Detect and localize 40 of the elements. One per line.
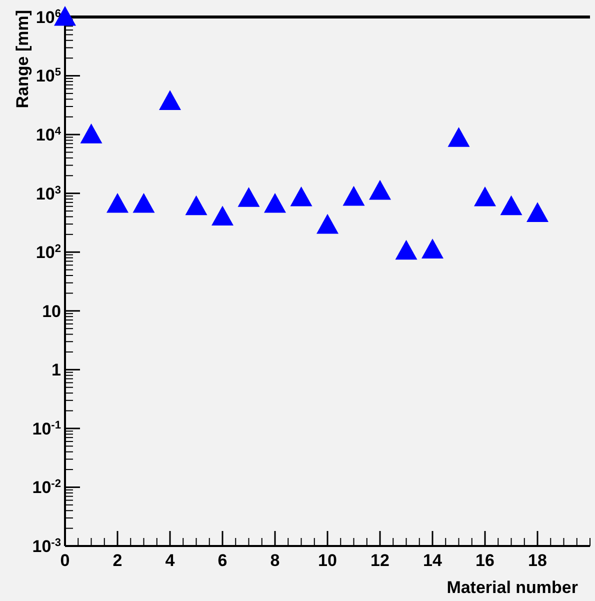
y-tick-label: 10$^{4}$ (36, 126, 62, 145)
point (264, 192, 286, 213)
x-tick-label: 0 (60, 551, 70, 570)
x-tick-label: 4 (165, 551, 176, 570)
point (474, 186, 496, 206)
y-tick-label: 10$^{-3}$ (32, 536, 61, 556)
point (448, 127, 470, 147)
point (290, 186, 312, 206)
x-tick-label: 16 (476, 551, 494, 570)
y-tick-label: 10$^{-1}$ (32, 419, 61, 438)
x-tick-label: 12 (370, 551, 390, 570)
x-tick-label: 8 (270, 551, 280, 570)
x-axis-title: Material number (446, 578, 578, 597)
x-tick-label: 2 (112, 551, 122, 570)
point (395, 240, 418, 260)
point (342, 186, 365, 206)
x-tick-label: 6 (218, 551, 228, 570)
x-tick-label: 10 (318, 551, 337, 570)
y-tick-label: 10$^{3}$ (36, 184, 61, 204)
point (159, 90, 181, 110)
x-tick-label: 14 (423, 551, 442, 570)
y-tick-label: 10$^{-2}$ (32, 478, 61, 498)
x-tick-label: 18 (528, 551, 547, 570)
point (212, 206, 234, 226)
y-tick-label: 10$^{6}$ (36, 8, 61, 27)
point (500, 195, 522, 216)
point (185, 195, 208, 216)
point (369, 180, 391, 200)
y-tick-label: 10 (42, 302, 61, 321)
point (132, 192, 155, 213)
point (106, 192, 128, 213)
point (238, 187, 260, 207)
point (422, 238, 444, 258)
point (80, 124, 102, 144)
point (316, 214, 338, 234)
point (526, 202, 548, 222)
y-tick-label: 10$^{2}$ (36, 243, 61, 262)
y-tick-label: 10$^{5}$ (36, 66, 61, 86)
y-tick-label: 1 (52, 360, 61, 380)
y-axis-title: Range [mm] (13, 10, 32, 108)
